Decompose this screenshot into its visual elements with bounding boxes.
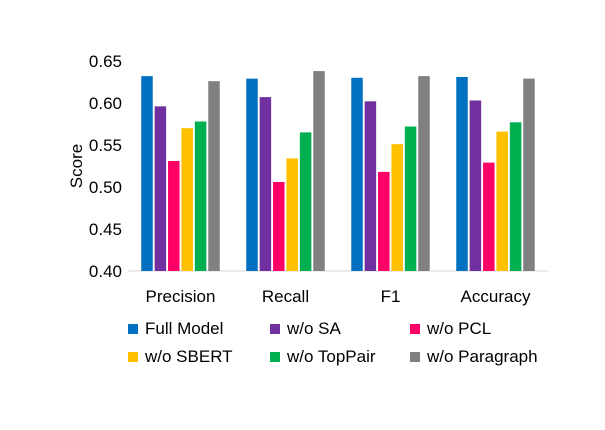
y-tick-label: 0.50 bbox=[89, 178, 122, 197]
y-tick-label: 0.60 bbox=[89, 94, 122, 113]
x-axis-categories: Precision Recall F1 Accuracy bbox=[146, 287, 531, 306]
x-tick-label: F1 bbox=[381, 287, 401, 306]
legend-item: w/o Paragraph bbox=[410, 347, 560, 367]
legend-label: Full Model bbox=[145, 319, 224, 338]
legend-item: w/o SA bbox=[270, 319, 410, 339]
y-tick-label: 0.65 bbox=[89, 52, 122, 71]
y-tick-label: 0.45 bbox=[89, 220, 122, 239]
bars bbox=[141, 71, 535, 272]
bar bbox=[418, 76, 430, 272]
bar bbox=[168, 160, 180, 271]
bar bbox=[154, 106, 167, 271]
bar bbox=[456, 76, 468, 272]
legend-swatch bbox=[410, 324, 420, 334]
bar bbox=[273, 181, 285, 271]
bar bbox=[483, 162, 495, 271]
legend-item: w/o PCL bbox=[410, 319, 560, 339]
legend-item: w/o SBERT bbox=[128, 347, 270, 367]
legend: Full Model w/o SA w/o PCL w/o SBERT w/o TopP… bbox=[128, 319, 568, 367]
x-tick-label: Recall bbox=[262, 287, 309, 306]
bar bbox=[378, 171, 390, 271]
bar bbox=[469, 100, 482, 271]
legend-label: w/o SBERT bbox=[145, 347, 233, 366]
legend-swatch bbox=[128, 324, 138, 334]
y-axis-title: Score bbox=[67, 144, 86, 188]
bar-chart: 0.40 0.45 0.50 0.55 0.60 0.65 Precision Recall… bbox=[67, 52, 548, 306]
bar bbox=[194, 121, 207, 271]
bar bbox=[141, 76, 153, 272]
legend-swatch bbox=[128, 352, 138, 362]
y-tick-label: 0.40 bbox=[89, 262, 122, 281]
legend-label: w/o PCL bbox=[427, 319, 492, 338]
bar bbox=[523, 78, 535, 271]
legend-swatch bbox=[410, 352, 420, 362]
legend-item: w/o TopPair bbox=[270, 347, 410, 367]
bar bbox=[391, 144, 403, 271]
bar bbox=[404, 126, 417, 272]
bar bbox=[351, 77, 363, 271]
bar bbox=[299, 132, 312, 271]
bar bbox=[286, 158, 298, 271]
x-tick-label: Precision bbox=[146, 287, 216, 306]
legend-item: Full Model bbox=[128, 319, 270, 339]
bar bbox=[208, 81, 220, 271]
bar bbox=[313, 71, 325, 271]
bar bbox=[364, 101, 377, 271]
bar bbox=[509, 122, 522, 271]
bar bbox=[259, 97, 272, 272]
bar bbox=[496, 131, 508, 271]
y-axis-ticks: 0.40 0.45 0.50 0.55 0.60 0.65 bbox=[89, 52, 122, 281]
x-tick-label: Accuracy bbox=[461, 287, 531, 306]
legend-swatch bbox=[270, 352, 280, 362]
legend-label: w/o Paragraph bbox=[427, 347, 538, 366]
legend-label: w/o SA bbox=[287, 319, 341, 338]
y-tick-label: 0.55 bbox=[89, 136, 122, 155]
bar bbox=[246, 78, 258, 271]
legend-swatch bbox=[270, 324, 280, 334]
legend-label: w/o TopPair bbox=[287, 347, 376, 366]
bar bbox=[181, 128, 193, 271]
